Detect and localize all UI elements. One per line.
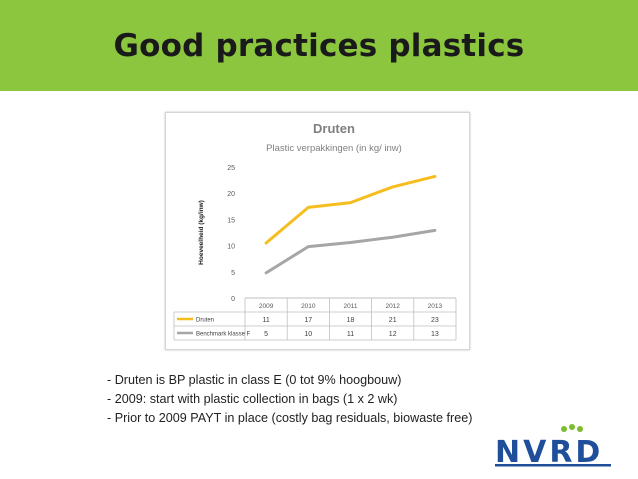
nvrd-logo: NVRD <box>493 424 619 468</box>
data-label: 11 <box>347 331 354 338</box>
bullet-item: - Druten is BP plastic in class E (0 tot… <box>107 373 402 387</box>
data-label: 11 <box>262 317 269 324</box>
x-tick-label: 2013 <box>428 303 443 310</box>
y-tick-label: 5 <box>231 270 235 277</box>
data-label: 17 <box>304 317 312 324</box>
logo-dot <box>561 426 567 432</box>
data-label: 18 <box>347 317 355 324</box>
logo-text: NVRD <box>495 435 603 468</box>
y-tick-label: 0 <box>231 296 235 303</box>
slide-title: Good practices plastics <box>113 27 525 64</box>
chart-card: Druten Plastic verpakkingen (in kg/ inw) H… <box>165 112 470 350</box>
y-tick-label: 15 <box>227 217 235 224</box>
line-chart: Druten Plastic verpakkingen (in kg/ inw) H… <box>173 121 457 341</box>
bullet-list: - Druten is BP plastic in class E (0 tot… <box>107 371 607 428</box>
logo-dot <box>577 426 583 432</box>
legend-label: Druten <box>196 318 214 324</box>
y-axis-label: Hoeveelheid (kg/inw) <box>198 200 205 265</box>
x-tick-label: 2011 <box>344 303 358 310</box>
series-line-benchmark <box>264 228 437 275</box>
logo-wordmark: NVRD <box>495 435 611 468</box>
data-label: 13 <box>431 331 439 338</box>
logo-dot <box>569 424 575 430</box>
data-label: 12 <box>389 331 397 338</box>
x-tick-label: 2009 <box>259 303 274 310</box>
chart-subtitle: Plastic verpakkingen (in kg/ inw) <box>266 143 402 154</box>
y-tick-label: 20 <box>227 191 235 198</box>
x-tick-label: 2012 <box>385 303 400 310</box>
data-label: 23 <box>431 317 439 324</box>
legend-label: Benchmark klasse F <box>196 332 251 338</box>
y-tick-label: 10 <box>227 244 235 251</box>
data-label: 21 <box>389 317 397 324</box>
chart-title: Druten <box>313 121 355 136</box>
bullet-item: - 2009: start with plastic collection in… <box>107 392 398 406</box>
title-band <box>0 0 638 91</box>
bullet-item: - Prior to 2009 PAYT in place (costly ba… <box>107 411 473 425</box>
logo-underline <box>495 464 611 467</box>
data-label: 10 <box>304 331 312 338</box>
y-tick-label: 25 <box>227 165 235 172</box>
x-tick-label: 2010 <box>301 303 316 310</box>
data-label: 5 <box>264 331 268 338</box>
